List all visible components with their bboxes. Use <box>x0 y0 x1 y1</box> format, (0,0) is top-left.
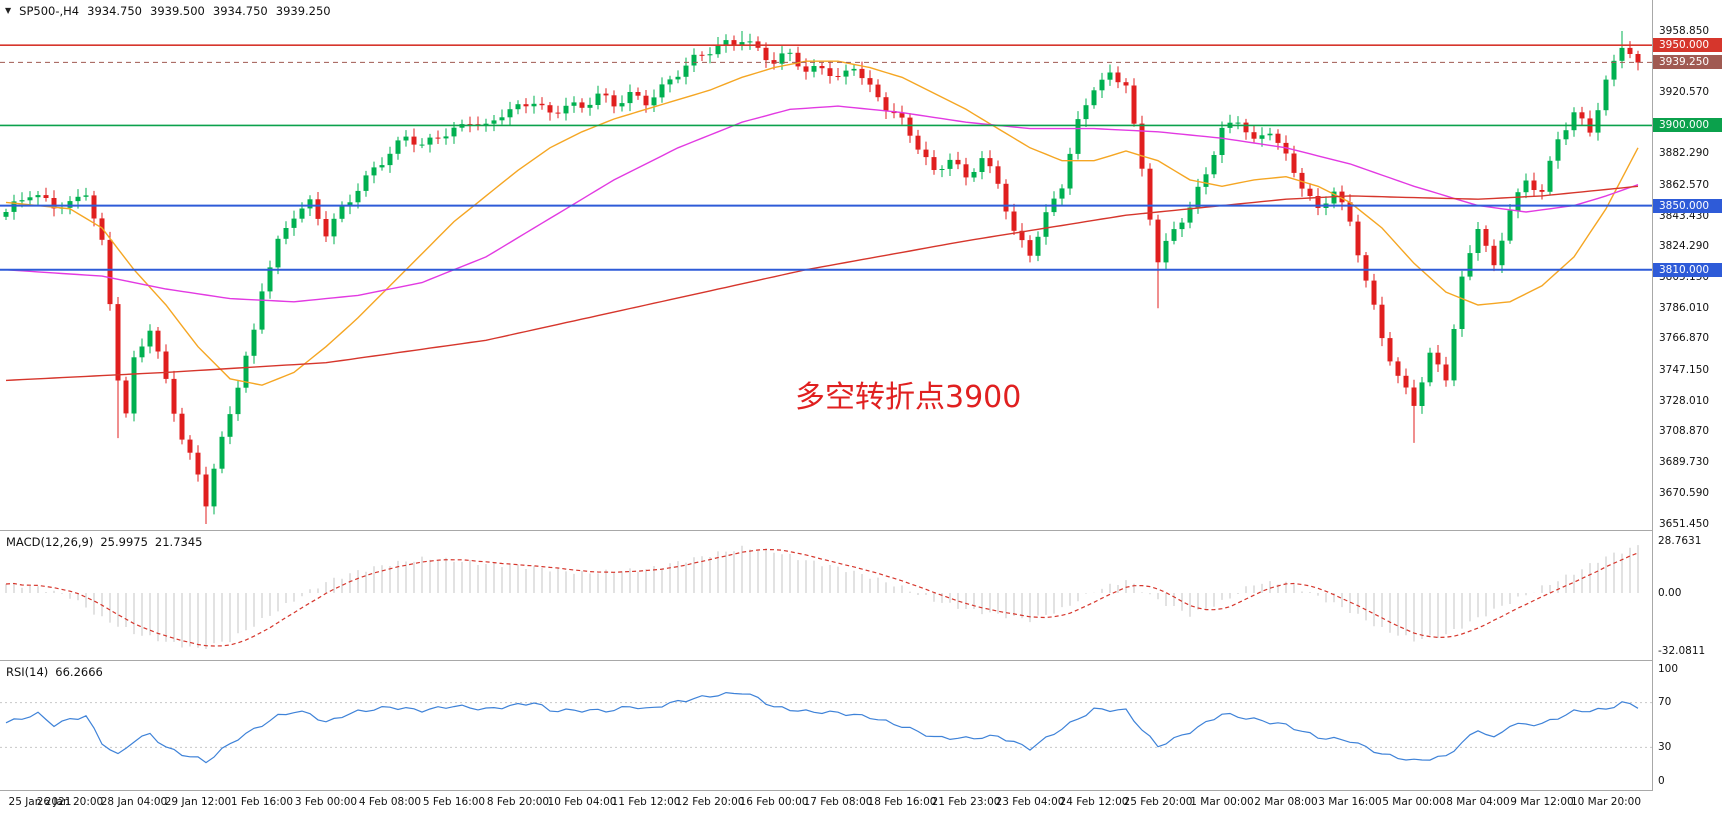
price-scale-label: 3747.150 <box>1659 364 1710 376</box>
time-axis-label: 18 Feb 16:00 <box>867 796 937 808</box>
price-scale[interactable]: 3958.850 3920.570 3882.290 3862.570 3843.430… <box>1652 0 1722 791</box>
macd-name: MACD(12,26,9) <box>6 535 94 549</box>
price-scale-label: 3670.590 <box>1659 487 1710 499</box>
chart-annotation[interactable]: 多空转折点3900 <box>795 380 1022 415</box>
macd-signal-value: 21.7345 <box>154 535 203 549</box>
time-axis-label: 3 Feb 00:00 <box>294 796 358 808</box>
time-axis-label: 8 Mar 04:00 <box>1446 796 1510 808</box>
time-axis-label: 21 Feb 23:00 <box>931 796 1001 808</box>
candlesticks <box>3 31 1641 524</box>
time-axis-label: 28 Jan 04:00 <box>100 796 168 808</box>
price-scale-label: 3708.870 <box>1659 425 1710 437</box>
symbol-info: ▼ SP500-,H4 3934.750 3939.500 3934.750 3… <box>5 4 331 18</box>
price-scale-label: 3728.010 <box>1659 395 1710 407</box>
price-tag-3850.000: 3850.000 <box>1653 199 1722 213</box>
time-axis-label: 1 Mar 00:00 <box>1190 796 1254 808</box>
macd-scale-label: 28.7631 <box>1658 535 1702 547</box>
price-scale-label: 3882.290 <box>1659 147 1710 159</box>
pane-separators <box>0 530 1722 791</box>
moving-averages <box>5 60 1639 386</box>
ohlc-close: 3939.250 <box>275 4 331 18</box>
time-axis-label: 2 Mar 08:00 <box>1254 796 1318 808</box>
time-axis-label: 3 Mar 16:00 <box>1318 796 1382 808</box>
chart-marker-icon: ▼ <box>5 6 12 15</box>
ma-fast-orange <box>5 60 1639 386</box>
time-axis-label: 5 Feb 16:00 <box>422 796 486 808</box>
chart-canvas[interactable] <box>0 0 1722 791</box>
price-scale-label: 3651.450 <box>1659 518 1710 530</box>
price-tag-3810.000: 3810.000 <box>1653 263 1722 277</box>
time-axis[interactable]: 25 Jan 2021 26 Jan 20:00 28 Jan 04:00 29 Ja… <box>0 791 1722 839</box>
macd-main-value: 25.9975 <box>100 535 148 549</box>
rsi-scale-label: 100 <box>1658 663 1679 675</box>
time-axis-label: 16 Feb 00:00 <box>739 796 809 808</box>
time-axis-label: 11 Feb 12:00 <box>611 796 681 808</box>
time-axis-label: 10 Feb 04:00 <box>547 796 617 808</box>
time-axis-label: 10 Mar 20:00 <box>1570 796 1642 808</box>
rsi-name: RSI(14) <box>6 665 49 679</box>
horizontal-levels <box>0 44 1652 271</box>
time-axis-label: 29 Jan 12:00 <box>164 796 232 808</box>
ohlc-open: 3934.750 <box>87 4 142 18</box>
macd-indicator-label: MACD(12,26,9) 25.9975 21.7345 <box>6 535 202 549</box>
time-axis-label: 17 Feb 08:00 <box>803 796 873 808</box>
rsi-indicator-label: RSI(14) 66.2666 <box>6 665 103 679</box>
price-scale-label: 3824.290 <box>1659 240 1710 252</box>
time-axis-label: 9 Mar 12:00 <box>1510 796 1574 808</box>
price-tag-3939.250: 3939.250 <box>1653 55 1722 69</box>
time-axis-label: 12 Feb 20:00 <box>675 796 745 808</box>
macd-scale-label: -32.0811 <box>1658 645 1706 657</box>
price-scale-label: 3862.570 <box>1659 179 1710 191</box>
time-axis-label: 1 Feb 16:00 <box>230 796 294 808</box>
macd-signal-line <box>5 548 1639 647</box>
macd-scale-label: 0.00 <box>1658 587 1682 599</box>
macd-histogram <box>5 545 1639 649</box>
price-tag-3950.000: 3950.000 <box>1653 38 1722 52</box>
ohlc-low: 3934.750 <box>212 4 268 18</box>
price-scale-label: 3786.010 <box>1659 302 1710 314</box>
time-axis-label: 4 Feb 08:00 <box>358 796 422 808</box>
time-axis-label: 24 Feb 12:00 <box>1059 796 1129 808</box>
rsi-value: 66.2666 <box>55 665 103 679</box>
price-tag-3900.000: 3900.000 <box>1653 118 1722 132</box>
price-scale-label: 3920.570 <box>1659 86 1710 98</box>
time-axis-label: 23 Feb 04:00 <box>995 796 1065 808</box>
time-axis-label: 26 Jan 20:00 <box>36 796 104 808</box>
price-scale-label: 3958.850 <box>1659 25 1710 37</box>
symbol-timeframe: SP500-,H4 <box>19 4 80 18</box>
rsi-scale-label: 70 <box>1658 696 1672 708</box>
ma-mid-magenta <box>5 105 1639 303</box>
time-axis-label: 5 Mar 00:00 <box>1382 796 1446 808</box>
rsi-line <box>5 691 1639 764</box>
rsi-scale-label: 0 <box>1658 775 1665 787</box>
rsi-scale-label: 30 <box>1658 741 1672 753</box>
rsi-levels <box>0 702 1652 748</box>
price-scale-label: 3689.730 <box>1659 456 1710 468</box>
time-axis-label: 25 Feb 20:00 <box>1123 796 1193 808</box>
time-axis-label: 25 Jan 2021 <box>8 796 72 808</box>
price-scale-label: 3766.870 <box>1659 332 1710 344</box>
price-scale-label: 3843.430 <box>1659 210 1710 222</box>
ohlc-high: 3939.500 <box>150 4 205 18</box>
ma-slow-red <box>5 185 1639 382</box>
time-axis-label: 8 Feb 20:00 <box>486 796 550 808</box>
